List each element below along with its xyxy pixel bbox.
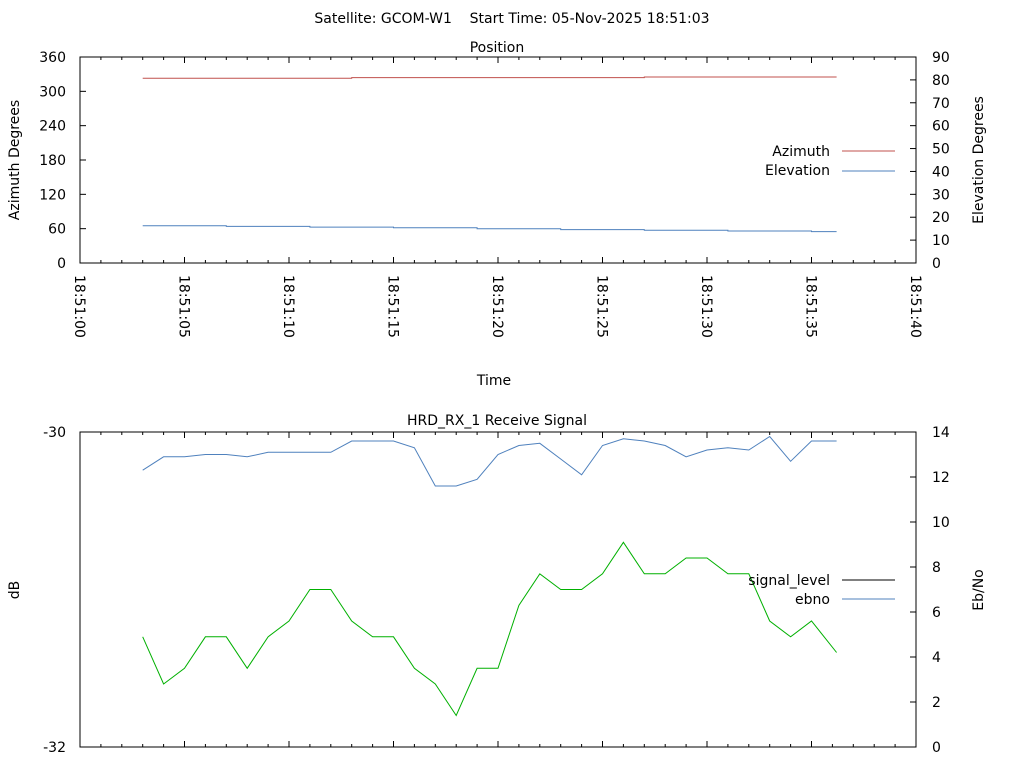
y2-tick-label: 4	[932, 650, 941, 666]
y2-tick-label: 0	[932, 256, 941, 272]
x-tick-label: 18:51:10	[280, 275, 296, 338]
position-ylabel: Azimuth Degrees	[7, 100, 23, 220]
y-tick-label: 360	[39, 50, 66, 66]
x-tick-label: 18:51:40	[907, 275, 923, 338]
series-line-series-2	[142, 541, 837, 717]
x-tick-label: 18:51:25	[594, 275, 610, 338]
series-line-Elevation	[142, 225, 837, 233]
signal-chart-title: HRD_RX_1 Receive Signal	[407, 413, 587, 429]
y-tick-label: 240	[39, 119, 66, 135]
x-tick-label: 18:51:20	[489, 275, 505, 338]
position-chart-title: Position	[470, 40, 525, 56]
y2-tick-label: 90	[932, 50, 950, 66]
y2-tick-label: 50	[932, 142, 950, 158]
y2-tick-label: 10	[932, 233, 950, 249]
y2-tick-label: 40	[932, 164, 950, 180]
signal-series	[142, 435, 837, 717]
y2-tick-label: 12	[932, 470, 950, 486]
legend-label-signal-level: signal_level	[748, 573, 830, 589]
y-tick-label: 60	[48, 222, 66, 238]
x-tick-label: 18:51:15	[385, 275, 401, 338]
x-tick-label: 18:51:00	[71, 275, 87, 338]
y2-tick-label: 2	[932, 695, 941, 711]
series-line-ebno	[142, 435, 837, 487]
signal-legend: signal_level ebno	[748, 573, 895, 608]
x-tick-label: 18:51:30	[698, 275, 714, 338]
y-tick-label: 0	[57, 256, 66, 272]
position-legend: Azimuth Elevation	[765, 144, 895, 179]
y2-tick-label: 20	[932, 210, 950, 226]
x-tick-label: 18:51:35	[803, 275, 819, 338]
position-xlabel: Time	[476, 373, 511, 389]
position-series	[142, 76, 837, 233]
position-chart: Position Azimuth Degrees Elevation Degre…	[7, 40, 987, 389]
y-tick-label: 180	[39, 153, 66, 169]
position-y2label: Elevation Degrees	[971, 96, 987, 224]
y2-tick-label: 10	[932, 515, 950, 531]
chart-header: Satellite: GCOM-W1 Start Time: 05-Nov-20…	[314, 11, 709, 27]
y2-tick-label: 30	[932, 187, 950, 203]
legend-label-elevation: Elevation	[765, 163, 830, 179]
legend-label-ebno: ebno	[795, 592, 830, 608]
y2-tick-label: 14	[932, 425, 950, 441]
signal-ylabel: dB	[7, 581, 23, 600]
y2-tick-label: 6	[932, 605, 941, 621]
y-tick-label: -32	[43, 740, 66, 756]
y-tick-label: 120	[39, 187, 66, 203]
signal-chart: HRD_RX_1 Receive Signal dB Eb/No -32 -30 0…	[7, 413, 987, 756]
position-plot-frame	[79, 56, 917, 264]
y2-tick-label: 0	[932, 740, 941, 756]
signal-plot-frame	[79, 431, 917, 748]
series-line-Azimuth	[142, 76, 837, 79]
x-tick-label: 18:51:05	[176, 275, 192, 338]
signal-y2label: Eb/No	[971, 569, 987, 611]
y-tick-label: 300	[39, 84, 66, 100]
y2-tick-label: 8	[932, 560, 941, 576]
signal-ticks: -32 -30 0 2 4 6 8 10 12 14	[43, 425, 950, 756]
y2-tick-label: 70	[932, 96, 950, 112]
y2-tick-label: 60	[932, 119, 950, 135]
y2-tick-label: 80	[932, 73, 950, 89]
y-tick-label: -30	[43, 425, 66, 441]
legend-label-azimuth: Azimuth	[772, 144, 830, 160]
position-ticks: 18:51:00 18:51:05 18:51:10 18:51:15 18:51:20…	[39, 50, 950, 338]
